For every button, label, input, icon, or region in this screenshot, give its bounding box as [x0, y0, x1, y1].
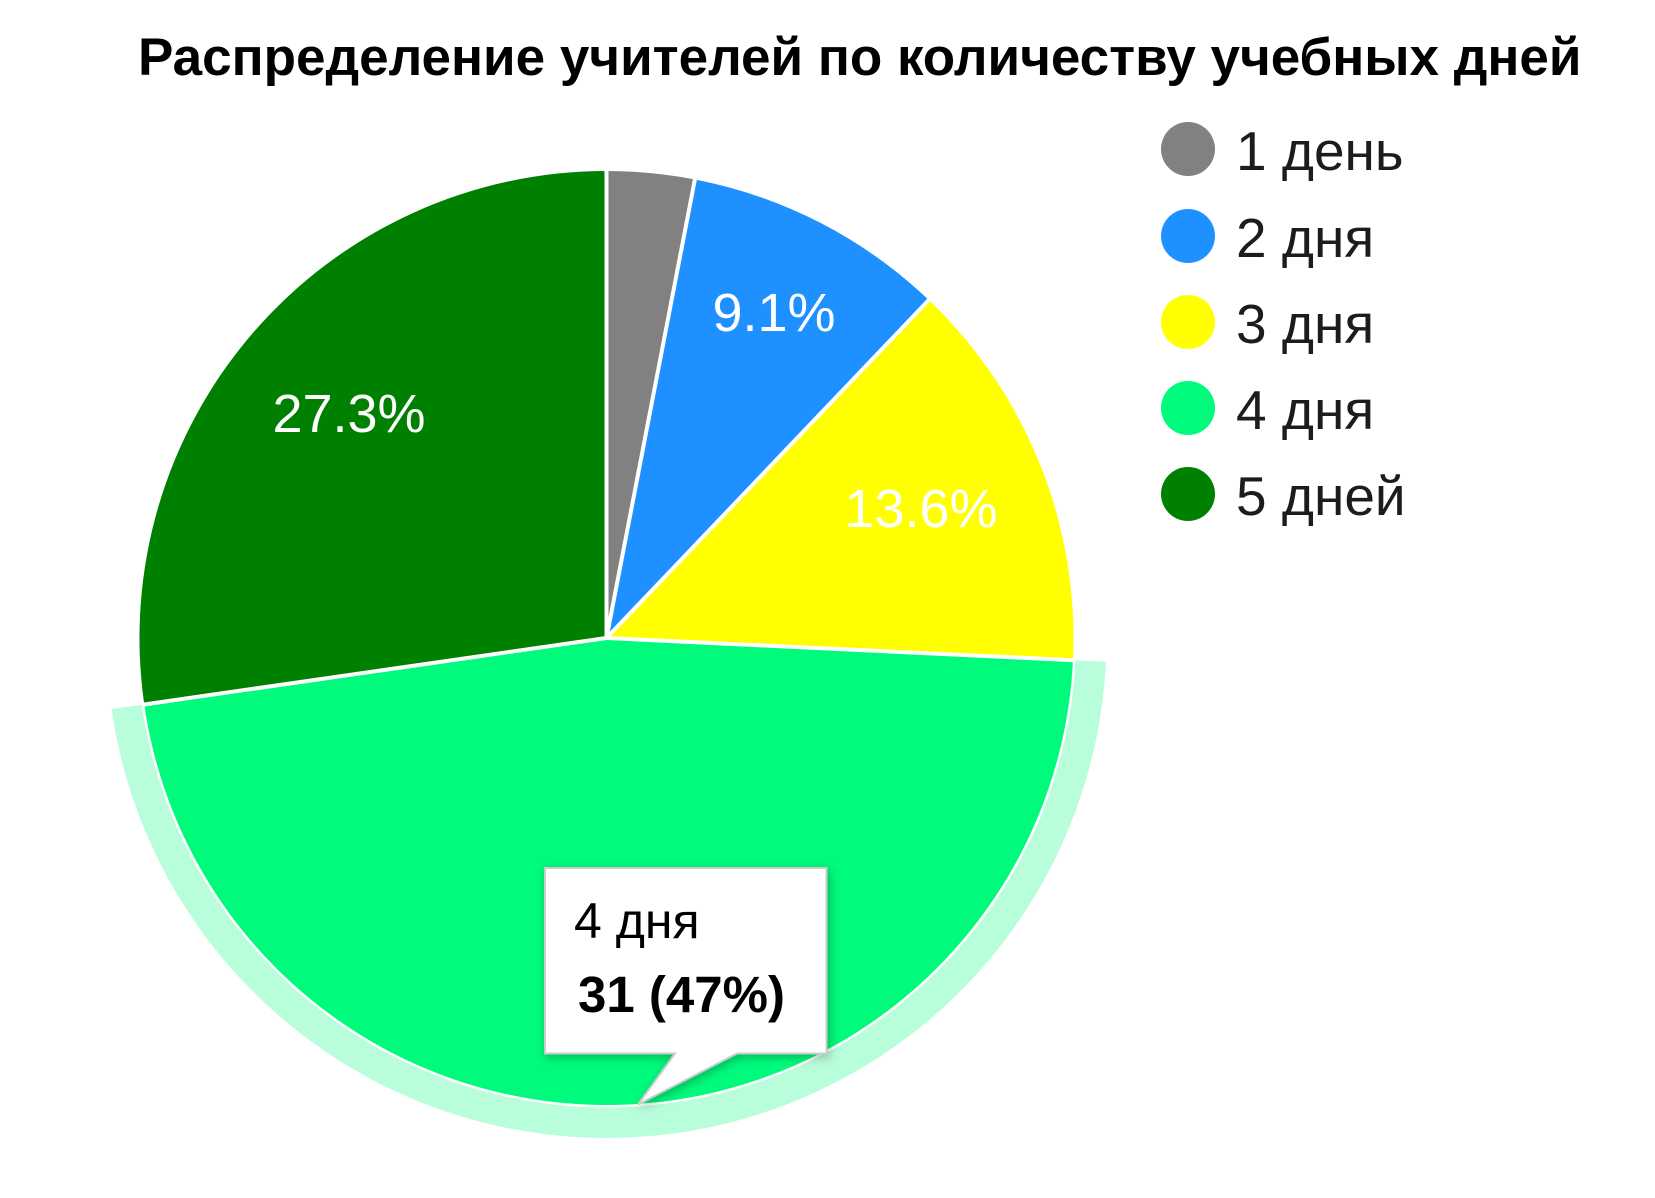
svg-text:13.6%: 13.6%	[844, 479, 997, 539]
svg-text:27.3%: 27.3%	[272, 384, 425, 444]
svg-text:4 дня: 4 дня	[574, 893, 700, 949]
svg-text:3 дня: 3 дня	[1236, 293, 1374, 355]
svg-text:2 дня: 2 дня	[1236, 207, 1374, 269]
svg-text:4 дня: 4 дня	[1236, 379, 1374, 441]
svg-text:9.1%: 9.1%	[712, 283, 835, 343]
svg-text:Распределение учителей по коли: Распределение учителей по количеству уче…	[138, 28, 1581, 87]
svg-text:1 день: 1 день	[1236, 120, 1404, 182]
svg-text:31 (47%): 31 (47%)	[578, 966, 785, 1023]
svg-text:5 дней: 5 дней	[1236, 465, 1406, 527]
